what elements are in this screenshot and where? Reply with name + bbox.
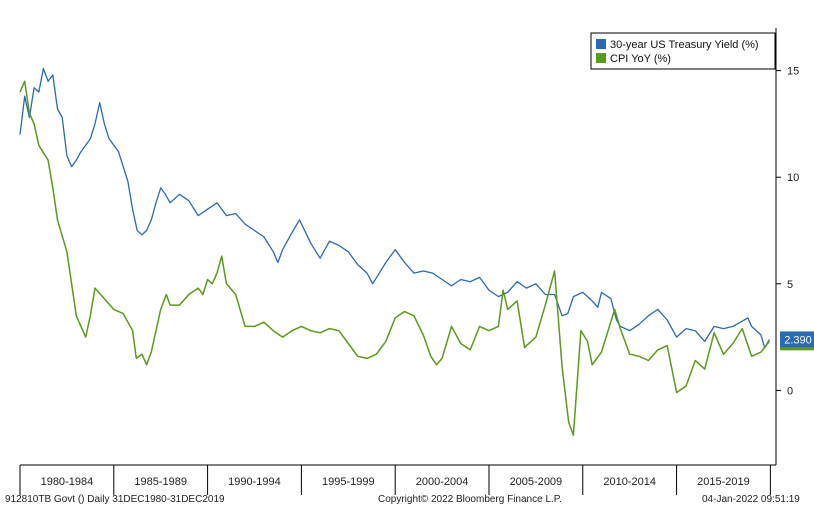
x-tick-label: 1995-1999	[322, 476, 375, 488]
y-tick-label: 5	[787, 279, 793, 291]
x-tick-label: 1990-1994	[228, 476, 281, 488]
last-value-label-treasury: 2.390	[784, 334, 812, 346]
legend-box	[590, 32, 776, 70]
last-value-tag-treasury	[780, 331, 814, 348]
y-tick-label: 15	[787, 66, 799, 78]
footer-copyright: Copyright© 2022 Bloomberg Finance L.P.	[378, 494, 562, 505]
x-tick-label: 1985-1989	[134, 476, 187, 488]
x-tick-label: 2005-2009	[510, 476, 563, 488]
x-tick-label: 2015-2019	[697, 476, 750, 488]
legend-swatch	[596, 53, 606, 63]
y-tick-label: 0	[787, 385, 793, 397]
legend-label: 30-year US Treasury Yield (%)	[610, 39, 759, 51]
legend-swatch	[596, 39, 606, 49]
x-tick-label: 2000-2004	[416, 476, 469, 488]
series-line-cpi	[19, 80, 770, 436]
footer-security-info: 912810TB Govt () Daily 31DEC1980-31DEC20…	[5, 494, 225, 505]
footer-timestamp: 04-Jan-2022 09:51:19	[702, 494, 800, 505]
x-tick-label: 1980-1984	[41, 476, 94, 488]
last-value-tag-cpi	[780, 347, 814, 351]
y-tick-label: 10	[787, 172, 799, 184]
series-line-treasury-yield	[19, 67, 770, 349]
x-tick-label: 2010-2014	[603, 476, 656, 488]
legend-label: CPI YoY (%)	[610, 53, 671, 65]
